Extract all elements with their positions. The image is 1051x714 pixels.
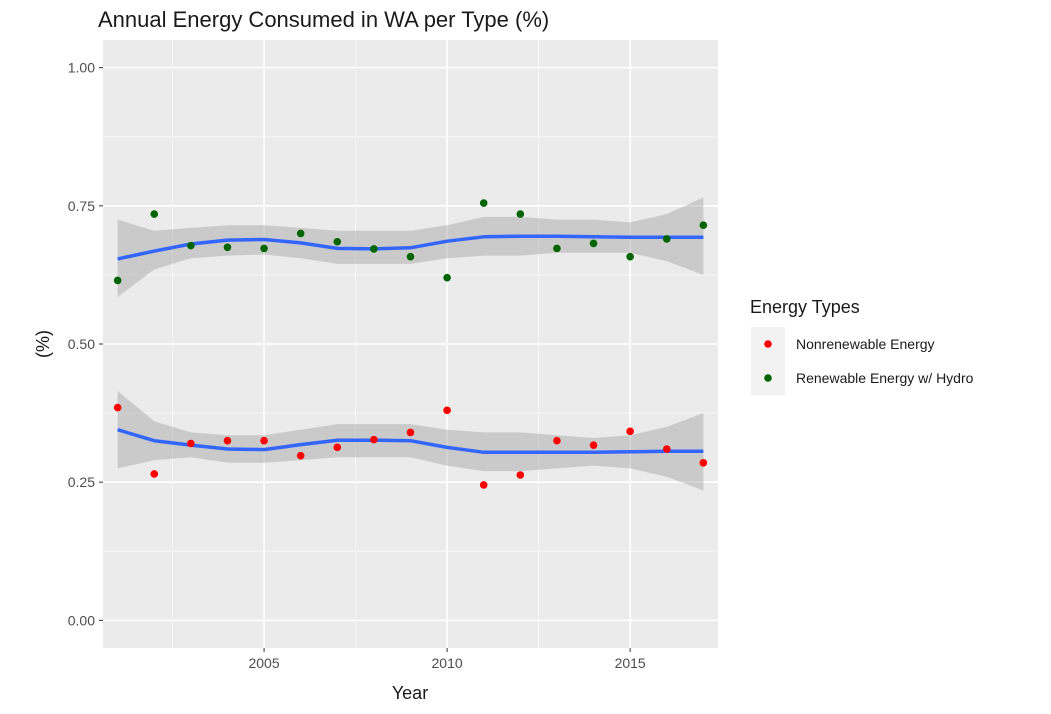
data-point [187, 241, 195, 250]
data-point [662, 235, 671, 243]
data-point [333, 443, 342, 452]
data-point [479, 199, 488, 207]
y-tick-label: 0.00 [68, 612, 95, 628]
data-point [626, 427, 634, 436]
data-point [223, 436, 232, 445]
chart-title: Annual Energy Consumed in WA per Type (%… [98, 7, 549, 32]
data-point [443, 273, 451, 282]
data-points [113, 199, 708, 489]
data-point [113, 276, 122, 285]
data-point [516, 471, 525, 479]
x-axis-title: Year [392, 683, 428, 703]
data-point [150, 210, 159, 218]
data-point [223, 243, 232, 252]
y-axis-title: (%) [33, 330, 53, 358]
data-point [699, 459, 708, 467]
data-point [699, 221, 708, 229]
data-point [296, 229, 305, 238]
y-tick-label: 0.75 [68, 198, 95, 214]
data-point [370, 245, 378, 253]
data-point [589, 239, 598, 248]
data-point [150, 470, 159, 478]
data-point [406, 252, 415, 261]
data-point [260, 244, 268, 253]
legend-title: Energy Types [750, 297, 860, 317]
legend-key-point [764, 374, 772, 382]
data-point [187, 439, 195, 448]
data-point [553, 436, 561, 445]
legend: Energy Types Nonrenewable Energy Renewabl… [750, 297, 974, 395]
data-point [296, 451, 305, 460]
data-point [479, 481, 488, 489]
smooth-lines [117, 234, 704, 455]
legend-key-point [764, 340, 772, 348]
data-point [370, 435, 378, 444]
x-tick-label: 2010 [432, 655, 463, 671]
x-tick-label: 2015 [615, 655, 646, 671]
data-point [260, 436, 268, 445]
data-point [589, 441, 598, 449]
data-point [626, 252, 634, 261]
data-point [443, 406, 451, 415]
data-point [333, 237, 342, 246]
data-point [406, 428, 415, 437]
y-tick-label: 0.50 [68, 336, 95, 352]
y-axis-ticks: 0.00 0.25 0.50 0.75 1.00 [68, 60, 103, 628]
legend-label: Renewable Energy w/ Hydro [796, 370, 974, 386]
smooth-line [117, 428, 704, 455]
x-axis-ticks: 2005 2010 2015 [248, 648, 646, 671]
smooth-line [117, 234, 704, 261]
x-tick-label: 2005 [248, 655, 279, 671]
data-point [662, 445, 671, 453]
data-point [516, 210, 525, 218]
data-point [553, 244, 561, 253]
grid-lines [103, 40, 718, 648]
y-tick-label: 1.00 [68, 60, 95, 76]
y-tick-label: 0.25 [68, 474, 95, 490]
legend-label: Nonrenewable Energy [796, 336, 935, 352]
data-point [113, 403, 122, 412]
